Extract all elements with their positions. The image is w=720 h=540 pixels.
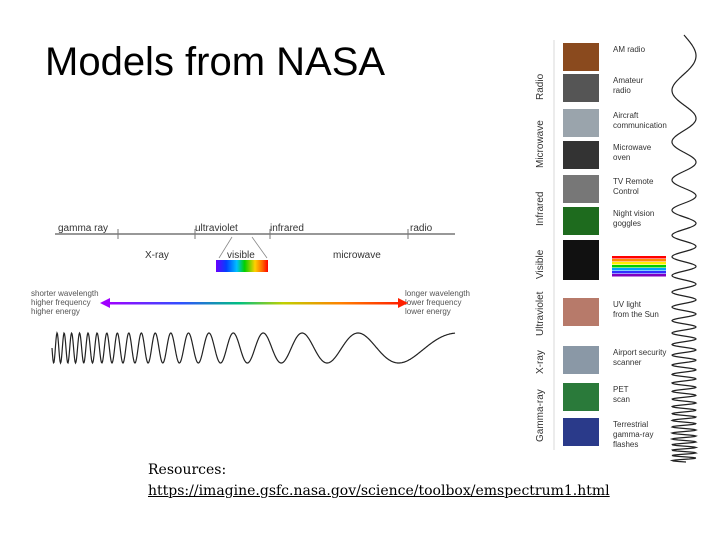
example-label: goggles <box>613 219 641 228</box>
right-text-2: lower frequency <box>405 298 461 307</box>
example-label: Airport security <box>613 348 666 357</box>
example-label: Terrestrial <box>613 420 648 429</box>
example-label: Microwave <box>613 143 652 152</box>
band-radio: Radio <box>535 73 546 100</box>
resources-label: Resources: <box>148 462 227 478</box>
band-x-ray: X-ray <box>535 350 546 374</box>
example-label: scanner <box>613 358 642 367</box>
label-gamma-ray: gamma ray <box>58 223 108 234</box>
band-gamma-ray: Gamma-ray <box>535 389 546 442</box>
band-ultraviolet: Ultraviolet <box>535 291 546 336</box>
slide-title: Models from NASA <box>45 40 386 84</box>
example-label: Control <box>613 187 639 196</box>
wavelength-arrow <box>100 298 408 308</box>
left-text-2: higher frequency <box>31 298 91 307</box>
band-infrared: Infrared <box>535 192 546 226</box>
bulb-icon <box>563 240 599 280</box>
label-x-ray: X-ray <box>145 250 169 261</box>
lightning-icon <box>563 418 599 446</box>
example-label: scan <box>613 395 630 404</box>
example-label: oven <box>613 153 630 162</box>
band-microwave: Microwave <box>535 120 546 168</box>
example-label: Aircraft <box>613 111 639 120</box>
left-text-1: shorter wavelength <box>31 289 99 298</box>
microwave-oven-icon <box>563 141 599 169</box>
example-label: gamma-ray <box>613 430 653 439</box>
band-visible: Visible <box>535 249 546 279</box>
resources-block: Resources: https://imagine.gsfc.nasa.gov… <box>148 460 610 502</box>
vertical-wave <box>669 34 699 463</box>
radio-icon <box>563 43 599 71</box>
aircraft-icon <box>563 109 599 137</box>
example-label: PET <box>613 385 629 394</box>
example-label: TV Remote <box>613 177 654 186</box>
right-text-1: longer wavelength <box>405 289 470 298</box>
chirp-wave <box>51 331 456 365</box>
spectrum-axis <box>55 229 455 259</box>
visible-band-swatch <box>216 260 268 272</box>
ham-radio-icon <box>563 74 599 102</box>
example-label: radio <box>613 86 631 95</box>
sun-icon <box>563 298 599 326</box>
example-label: from the Sun <box>613 310 659 319</box>
visible-rainbow <box>612 256 666 277</box>
label-microwave: microwave <box>333 250 381 261</box>
remote-control-icon <box>563 175 599 203</box>
example-label: communication <box>613 121 667 130</box>
right-text-3: lower energy <box>405 307 451 316</box>
example-label: Amateur <box>613 76 644 85</box>
scanner-icon <box>563 346 599 374</box>
example-label: Night vision <box>613 209 654 218</box>
label-infrared: infrared <box>270 223 304 234</box>
example-label: UV light <box>613 300 642 309</box>
night-vision-icon <box>563 207 599 235</box>
example-label: flashes <box>613 440 638 449</box>
label-radio: radio <box>410 223 433 234</box>
left-text-3: higher energy <box>31 307 80 316</box>
pet-scan-icon <box>563 383 599 411</box>
band-labels: Radio Microwave Infrared Visible Ultravi… <box>535 73 546 442</box>
label-ultraviolet: ultraviolet <box>195 223 238 234</box>
resources-link[interactable]: https://imagine.gsfc.nasa.gov/science/to… <box>148 483 610 499</box>
example-label: AM radio <box>613 45 646 54</box>
label-visible: visible <box>227 250 255 261</box>
